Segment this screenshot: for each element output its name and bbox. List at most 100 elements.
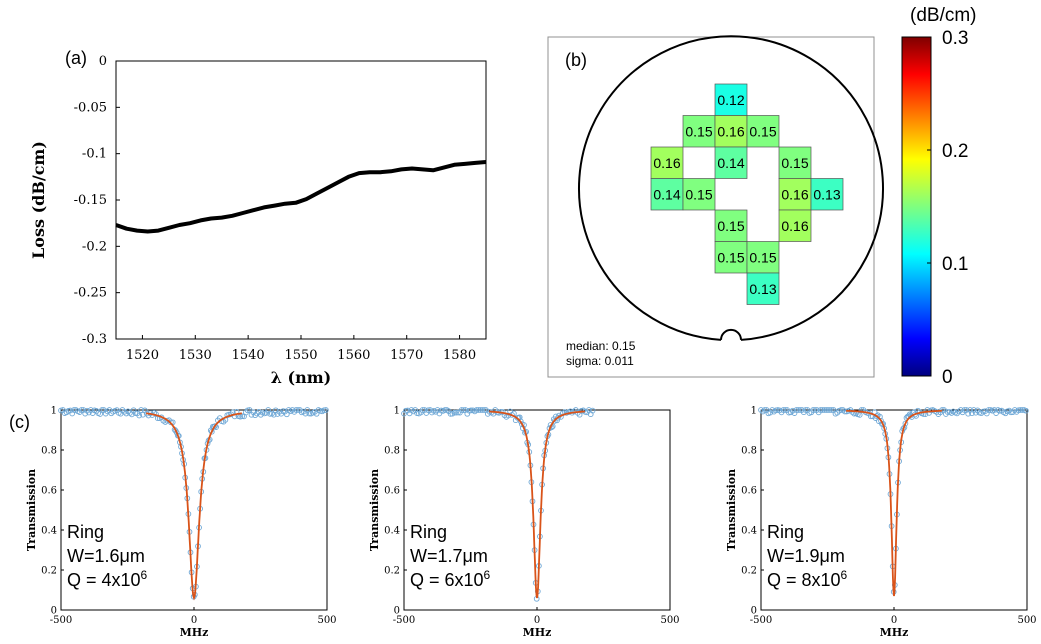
q-factor-exponent: 6 xyxy=(841,568,848,582)
c-y-tick-label: 0 xyxy=(394,606,400,617)
wafer-cell-label: 0.15 xyxy=(685,186,712,202)
q-factor-exponent: 6 xyxy=(484,568,491,582)
c-y-axis-title: Transmission xyxy=(368,469,381,551)
data-point xyxy=(902,420,909,427)
c-y-tick-label: 0.6 xyxy=(41,486,57,497)
data-point xyxy=(823,407,830,413)
data-point xyxy=(810,407,816,413)
c-x-tick-label: 500 xyxy=(1017,615,1036,626)
wafer-cell xyxy=(778,209,812,242)
data-point xyxy=(293,407,299,413)
data-point xyxy=(1023,407,1029,414)
data-point xyxy=(82,410,89,417)
a-x-tick-label: 1540 xyxy=(232,348,265,363)
data-point xyxy=(769,407,776,413)
colorbar-tick-label: 0.1 xyxy=(942,254,968,275)
data-point xyxy=(99,407,105,413)
a-y-tick-label: -0.2 xyxy=(82,239,107,254)
a-x-tick-label: 1530 xyxy=(179,348,212,363)
wafer-cell-label: 0.13 xyxy=(813,186,840,202)
data-point xyxy=(1019,407,1026,413)
c-y-tick-label: 1 xyxy=(51,406,57,417)
q-factor-exponent: 6 xyxy=(141,568,148,582)
wafer-cell-label: 0.15 xyxy=(749,249,776,265)
data-point xyxy=(323,407,329,413)
a-y-tick-label: -0.05 xyxy=(74,100,107,115)
c-x-tick-label: 0 xyxy=(534,615,540,626)
data-point xyxy=(138,407,144,413)
data-point xyxy=(479,407,486,413)
c-y-tick-label: 0.8 xyxy=(41,446,57,457)
c-x-axis-title: MHz xyxy=(523,626,552,639)
panel-b-wafer-map: (b) 0.12 0.15 0.16 0.15 0.16 0.14 0.15 0.14 0.15… xyxy=(547,5,977,388)
c-x-tick-label: 500 xyxy=(660,615,679,626)
data-point xyxy=(481,407,487,413)
wafer-cell xyxy=(746,241,780,274)
data-point xyxy=(873,413,880,419)
wafer-cell-label: 0.15 xyxy=(717,249,744,265)
data-point xyxy=(282,408,288,415)
data-point xyxy=(306,410,313,417)
wafer-cell xyxy=(682,178,716,211)
panel-a-x-axis-title: λ (nm) xyxy=(271,368,332,387)
panel-a-loss-spectrum: (a) 1520 1530 1540 1550 1560 1570 1580 0 -0.05 -0… xyxy=(29,48,487,387)
data-point xyxy=(468,407,474,414)
panel-a-ticks: 1520 1530 1540 1550 1560 1570 1580 0 -0.05 -0.1 -0… xyxy=(74,54,476,363)
wafer-cell-label: 0.16 xyxy=(717,123,744,139)
wafer-cell xyxy=(746,115,780,148)
data-point xyxy=(793,407,800,413)
data-point xyxy=(289,407,296,413)
ring-width-label: W=1.9μm xyxy=(767,546,845,566)
data-point xyxy=(78,407,85,413)
data-point xyxy=(802,407,809,413)
a-x-tick-label: 1580 xyxy=(443,348,476,363)
panel-b-cells: 0.12 0.15 0.16 0.15 0.16 0.14 0.15 0.14 0.15 0.16… xyxy=(650,83,844,305)
a-x-tick-label: 1550 xyxy=(284,348,317,363)
wafer-cell-label: 0.14 xyxy=(717,155,744,171)
data-point xyxy=(119,407,126,413)
colorbar-tick-label: 0.2 xyxy=(942,141,968,162)
data-point xyxy=(961,407,968,413)
data-point xyxy=(991,407,998,413)
data-point xyxy=(821,407,828,413)
wafer-cell-label: 0.15 xyxy=(685,123,712,139)
data-point xyxy=(71,407,77,413)
panel-c-label: (c) xyxy=(9,412,30,432)
c-y-tick-label: 1 xyxy=(751,406,757,417)
colorbar-title: (dB/cm) xyxy=(910,5,977,26)
c-y-tick-label: 0.6 xyxy=(384,486,400,497)
ring-width-label: W=1.7μm xyxy=(410,546,488,566)
data-point xyxy=(819,407,826,413)
q-factor-label: Q = 6x106 xyxy=(410,568,491,590)
colorbar xyxy=(901,36,932,377)
panel-a-label: (a) xyxy=(65,48,87,68)
data-point xyxy=(458,407,465,413)
panel-a-y-axis-title: Loss (dB/cm) xyxy=(29,141,48,259)
ring-label: Ring xyxy=(767,522,804,542)
data-point xyxy=(84,407,90,414)
data-point xyxy=(451,409,458,416)
q-factor-base: Q = 8x10 xyxy=(767,570,841,590)
wafer-cell-label: 0.13 xyxy=(749,281,776,297)
c-y-axis-title: Transmission xyxy=(725,469,738,551)
data-point xyxy=(436,410,443,417)
data-point xyxy=(460,407,467,413)
wafer-cell-label: 0.12 xyxy=(717,92,744,108)
data-point xyxy=(475,407,482,413)
ring-width-label: W=1.6μm xyxy=(67,546,145,566)
lorentzian-fit-line xyxy=(145,412,243,601)
data-point xyxy=(760,408,766,415)
wafer-cell-label: 0.15 xyxy=(781,155,808,171)
wafer-cell-label: 0.16 xyxy=(653,155,680,171)
c-y-tick-label: 0.2 xyxy=(384,566,400,577)
data-point xyxy=(825,407,831,413)
c-x-axis-title: MHz xyxy=(880,626,909,639)
data-point xyxy=(954,410,960,417)
c-y-tick-label: 0.4 xyxy=(41,526,57,537)
c-y-tick-label: 0.8 xyxy=(384,446,400,457)
